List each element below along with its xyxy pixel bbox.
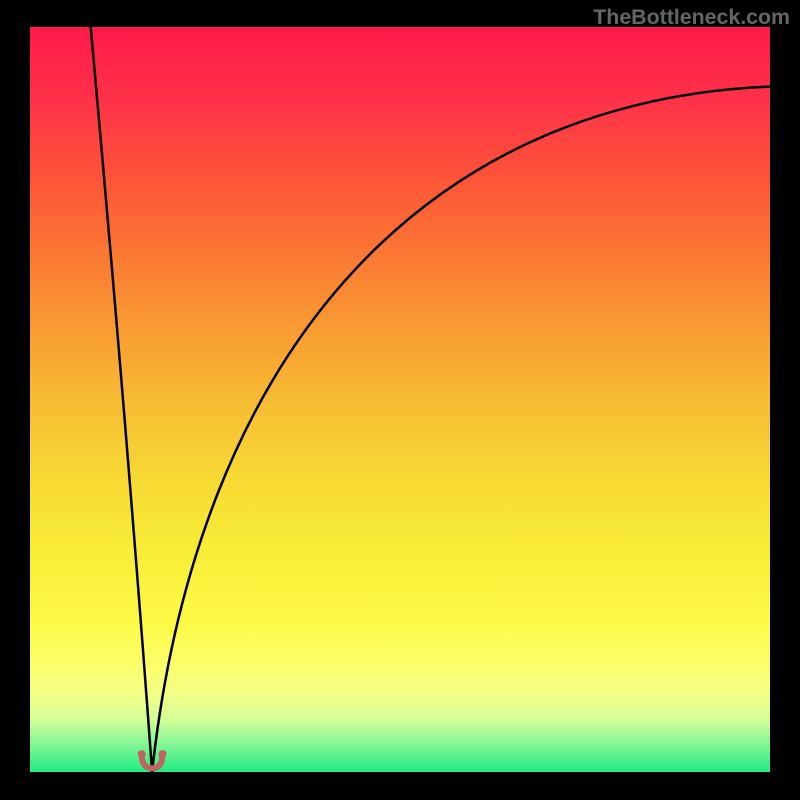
chart-container: TheBottleneck.com [0,0,800,800]
watermark-text: TheBottleneck.com [593,5,790,30]
bottleneck-chart [30,27,770,772]
chart-background [30,27,770,772]
